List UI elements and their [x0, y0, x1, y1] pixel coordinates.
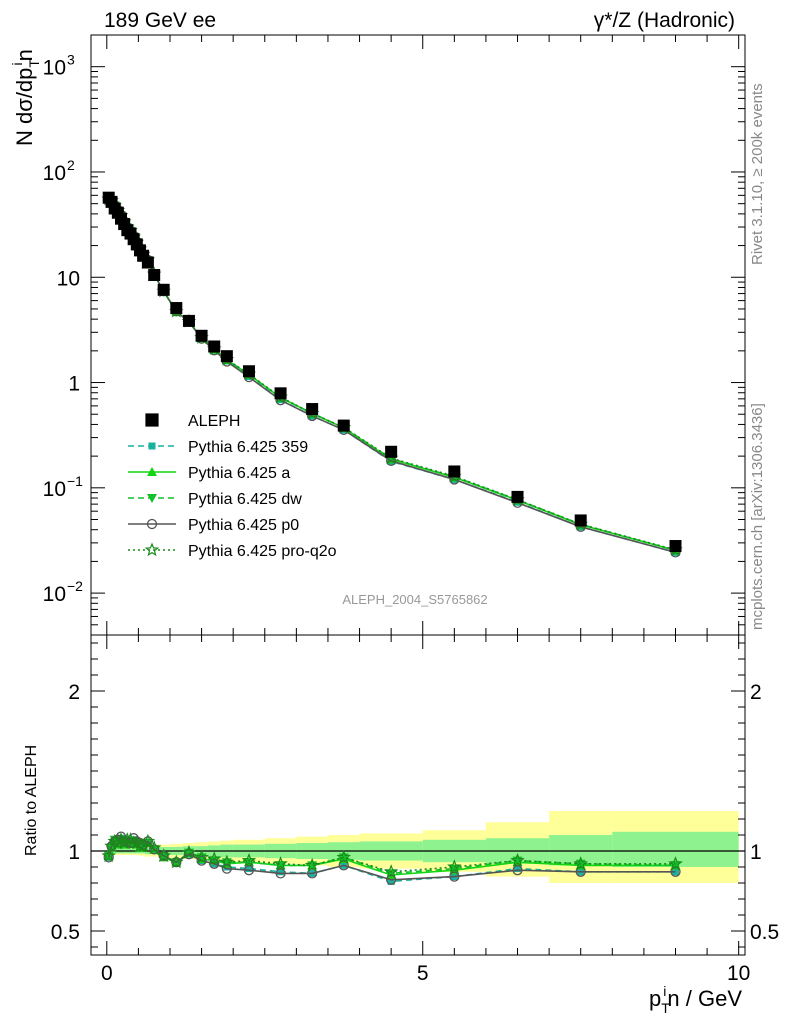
y-tick-label-ratio-right: 2 — [750, 681, 762, 704]
data-point — [511, 490, 524, 503]
y-tick-label-main: 10 — [43, 478, 66, 501]
series-point-ratio — [194, 849, 209, 864]
x-tick-label: 5 — [417, 962, 429, 985]
series-point-ratio — [385, 874, 397, 885]
data-point — [220, 350, 233, 363]
series-point-ratio — [671, 868, 679, 876]
series-point-ratio — [510, 852, 525, 867]
series-point-ratio — [383, 864, 399, 878]
series-point-ratio — [273, 856, 288, 870]
series-point-ratio — [275, 868, 286, 879]
series-point-ratio — [277, 868, 285, 876]
y-tick-label-ratio: 1 — [68, 841, 80, 864]
data-point — [242, 365, 255, 378]
left-title: 189 GeV ee — [104, 9, 216, 32]
series-point-ratio — [156, 848, 171, 862]
data-point — [170, 302, 183, 315]
series-point-ratio — [140, 833, 156, 848]
ratio-frame — [90, 634, 746, 956]
y-axis-label-main: N dσ/dpTin — [9, 49, 42, 146]
series-point-ratio — [196, 855, 207, 866]
legend-label: Pythia 6.425 pro-q2o — [188, 543, 337, 560]
y-tick-label-main: 1 — [68, 373, 80, 396]
series-point-ratio — [307, 868, 318, 879]
series-point-ratio — [183, 849, 195, 860]
series-point-ratio — [101, 848, 116, 862]
data-point — [337, 419, 350, 432]
y-tick-label-main-exp: 2 — [67, 157, 75, 173]
data-point — [448, 465, 461, 478]
y-tick-label-ratio-right: 0.5 — [750, 921, 779, 944]
y-tick-label-ratio: 2 — [68, 681, 80, 704]
rivet-label: Rivet 3.1.10, ≥ 200k events — [749, 83, 766, 265]
legend-marker — [148, 442, 156, 450]
legend-label: ALEPH — [188, 413, 240, 430]
x-tick-label: 10 — [727, 962, 750, 985]
series-point-ratio — [169, 854, 184, 869]
legend-marker — [147, 467, 157, 476]
series-point-ratio — [245, 865, 253, 873]
series-point-ratio — [219, 854, 235, 869]
data-point — [141, 256, 154, 269]
series-point-ratio — [668, 856, 683, 870]
right-title: γ*/Z (Hadronic) — [594, 9, 735, 32]
data-point — [157, 283, 170, 296]
data-point — [274, 387, 287, 400]
series-point-ratio — [206, 851, 222, 866]
series-point-ratio — [336, 849, 352, 864]
series-point-ratio — [123, 832, 138, 846]
data-point — [195, 329, 208, 342]
mcplots-label: mcplots.cern.ch [arXiv:1306.3436] — [749, 403, 766, 630]
svg-text:N dσ/dpTin: N dσ/dpTin — [9, 49, 42, 146]
series-point-ratio — [449, 871, 460, 882]
series-point-ratio — [146, 840, 162, 854]
data-point — [385, 445, 398, 458]
y-tick-label-main-exp: −1 — [67, 473, 83, 489]
data-point — [306, 403, 319, 416]
y-axis-label-ratio: Ratio to ALEPH — [23, 745, 40, 856]
legend-marker — [144, 542, 160, 557]
legend-label: Pythia 6.425 a — [188, 465, 290, 482]
legend-label: Pythia 6.425 dw — [188, 491, 302, 508]
x-tick-label: 0 — [101, 962, 113, 985]
series-point-ratio — [241, 852, 257, 867]
series-point-ratio — [181, 844, 197, 859]
series-point-ratio — [338, 860, 349, 871]
legend-marker — [145, 413, 159, 427]
series-point-ratio — [387, 877, 395, 885]
series-point-ratio — [575, 866, 586, 877]
data-point — [669, 540, 682, 553]
legend-marker — [147, 494, 157, 503]
series-point-ratio — [103, 852, 114, 863]
y-tick-label-main: 10 — [43, 57, 66, 80]
y-tick-label-main: 10 — [43, 162, 66, 185]
y-tick-label-main-exp: 3 — [67, 52, 75, 68]
data-point — [148, 269, 161, 282]
y-tick-label-ratio-right: 1 — [750, 841, 762, 864]
series-line-ratio — [107, 838, 676, 875]
y-tick-label-main: 10 — [57, 267, 80, 290]
data-point — [574, 514, 587, 527]
x-axis-label: pTin / GeV — [649, 983, 742, 1016]
series-point-ratio — [129, 835, 145, 850]
series-point-ratio — [670, 866, 681, 877]
legend-label: Pythia 6.425 p0 — [188, 517, 299, 534]
series-point-ratio — [512, 865, 523, 876]
data-point — [182, 314, 195, 327]
legend-label: Pythia 6.425 359 — [188, 439, 308, 456]
series-point-ratio — [514, 865, 522, 873]
series-point-ratio — [243, 865, 255, 876]
data-point — [208, 340, 221, 353]
y-tick-label-ratio: 0.5 — [51, 921, 80, 944]
analysis-label: ALEPH_2004_S5765862 — [342, 592, 487, 607]
series-point-ratio — [447, 859, 462, 874]
series-point-ratio — [573, 856, 588, 870]
legend-marker — [146, 518, 158, 530]
series-point-ratio — [149, 844, 160, 855]
svg-text:pTin / GeV: pTin / GeV — [649, 983, 742, 1016]
y-tick-label-main: 10 — [43, 583, 66, 606]
y-tick-label-main-exp: −2 — [67, 578, 83, 594]
series-point-ratio — [304, 857, 320, 872]
